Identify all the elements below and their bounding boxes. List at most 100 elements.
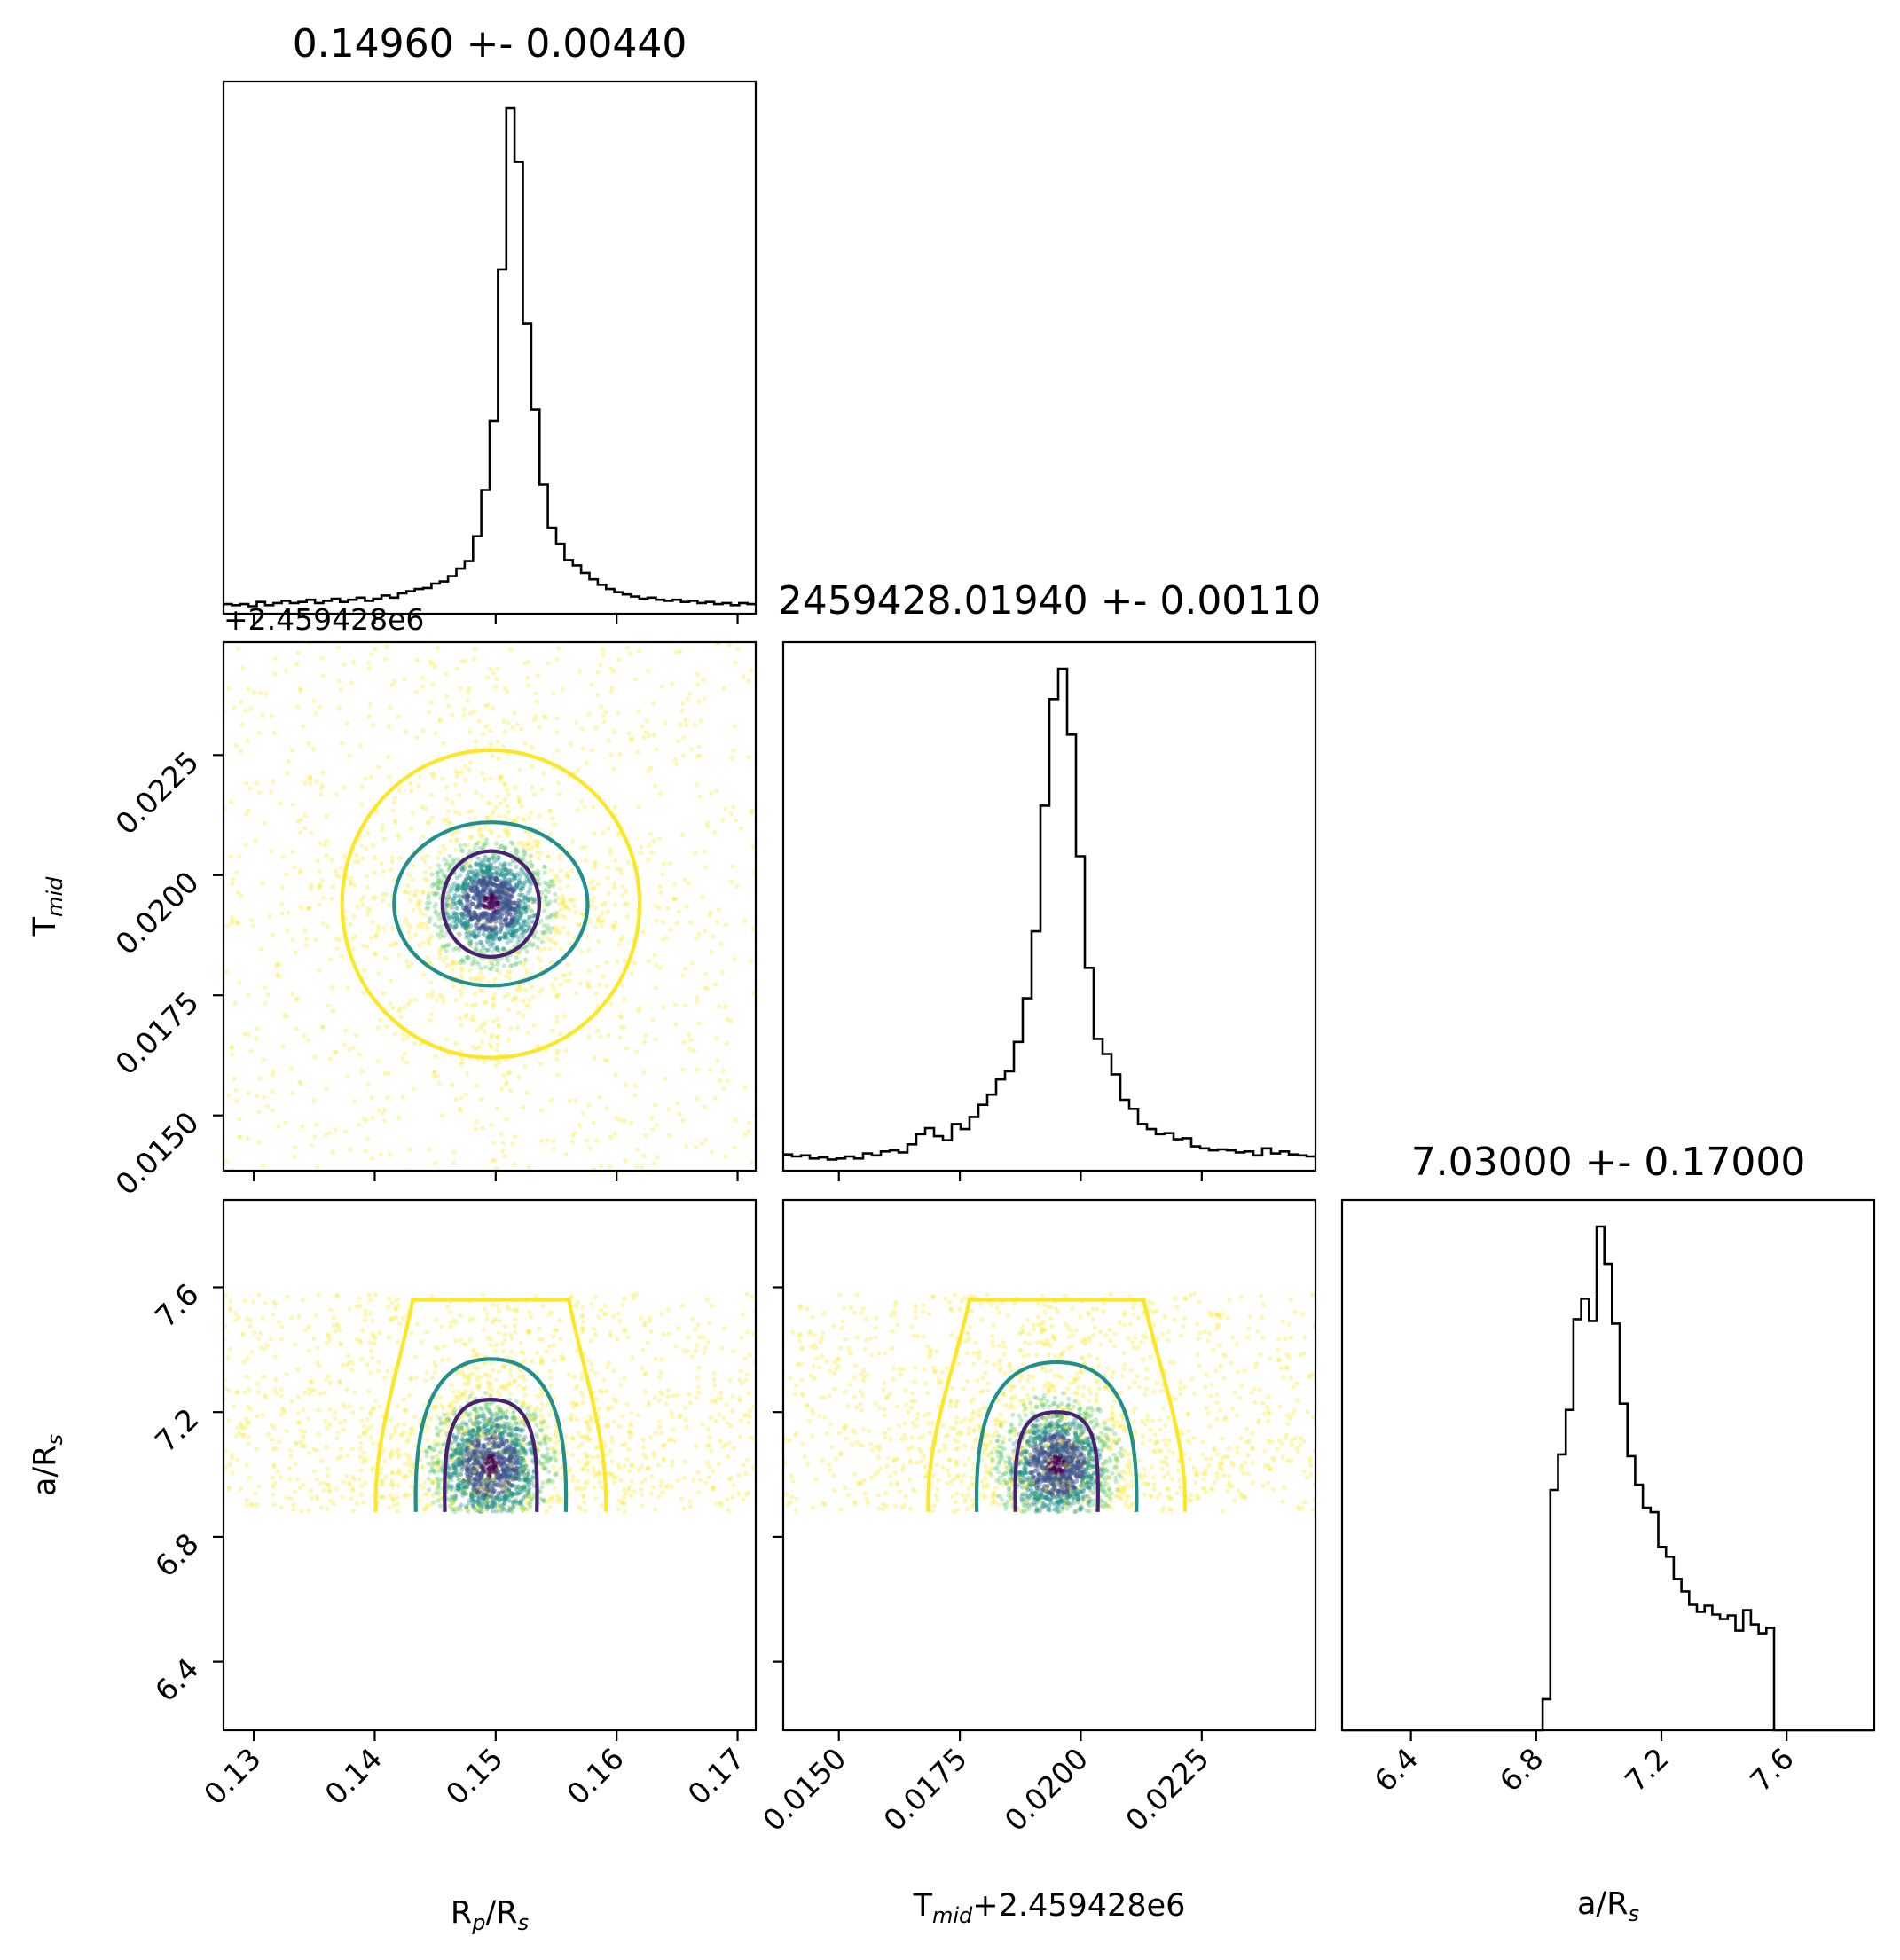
scatter-point	[402, 889, 407, 894]
scatter-point	[454, 920, 459, 925]
scatter-point	[459, 867, 466, 873]
scatter-point	[504, 1463, 509, 1469]
scatter-point	[452, 809, 459, 814]
scatter-point	[461, 960, 467, 965]
scatter-point	[280, 854, 286, 859]
scatter-point	[514, 934, 520, 939]
scatter-point	[646, 1399, 651, 1405]
scatter-point	[608, 666, 614, 671]
scatter-point	[711, 1376, 717, 1382]
scatter-point	[522, 929, 528, 934]
scatter-point	[445, 1411, 451, 1416]
scatter-point	[597, 1094, 602, 1100]
scatter-point	[448, 820, 453, 826]
scatter-point	[477, 877, 483, 883]
scatter-point	[521, 848, 526, 853]
scatter-point	[622, 1118, 628, 1124]
scatter-point	[454, 1435, 459, 1440]
scatter-point	[514, 864, 519, 870]
scatter-point	[505, 788, 510, 793]
scatter-point	[317, 869, 322, 874]
scatter-point	[382, 1459, 388, 1464]
scatter-point	[744, 1291, 750, 1297]
scatter-point	[342, 1418, 348, 1423]
offset-text-tmid-y: +2.459428e6	[224, 602, 424, 637]
scatter-point	[404, 1060, 410, 1065]
scatter-point	[510, 1415, 516, 1421]
scatter-point	[445, 1415, 451, 1422]
scatter-point	[307, 905, 312, 910]
scatter-point	[365, 830, 371, 835]
scatter-point	[625, 1335, 631, 1340]
scatter-point	[594, 1138, 600, 1143]
scatter-point	[536, 955, 541, 960]
y-tick-label: 0.0225	[108, 744, 205, 841]
scatter-point	[496, 846, 502, 851]
scatter-point	[452, 1407, 458, 1413]
scatter-point	[654, 918, 659, 923]
scatter-point	[541, 1431, 546, 1437]
scatter-point	[331, 1008, 336, 1014]
scatter-point	[357, 743, 363, 749]
scatter-point	[318, 1481, 323, 1486]
scatter-point	[465, 1446, 470, 1452]
scatter-point	[488, 1494, 494, 1499]
scatter-point	[463, 1421, 468, 1426]
scatter-point	[331, 1323, 336, 1329]
scatter-point	[747, 1120, 752, 1125]
scatter-point	[651, 1450, 656, 1455]
scatter-point	[451, 984, 457, 989]
scatter-point	[349, 1488, 355, 1494]
scatter-point	[429, 994, 435, 1000]
scatter-point	[715, 1058, 720, 1063]
scatter-point	[457, 893, 462, 899]
scatter-point	[520, 1486, 525, 1491]
frame-tmid-vs-rprs	[222, 640, 758, 1172]
scatter-point	[728, 1475, 734, 1480]
scatter-point	[542, 1499, 547, 1504]
scatter-point	[444, 905, 449, 910]
scatter-point	[641, 1153, 647, 1158]
scatter-point	[516, 908, 522, 913]
scatter-point	[746, 1391, 751, 1396]
scatter-point	[541, 1465, 546, 1470]
scatter-point	[622, 1376, 627, 1381]
scatter-point	[345, 1353, 350, 1359]
scatter-point	[466, 1378, 472, 1384]
scatter-point	[591, 1485, 597, 1490]
scatter-point	[590, 886, 595, 891]
scatter-point	[478, 987, 483, 992]
scatter-point	[453, 837, 459, 843]
scatter-point	[402, 1397, 407, 1403]
scatter-point	[334, 1321, 340, 1327]
scatter-point	[434, 1405, 439, 1410]
scatter-point	[526, 1487, 532, 1493]
scatter-point	[447, 942, 452, 948]
scatter-point	[457, 811, 462, 817]
scatter-point	[425, 1502, 430, 1508]
scatter-point	[727, 642, 733, 647]
scatter-point	[552, 1454, 557, 1460]
scatter-point	[396, 1447, 401, 1453]
scatter-point	[459, 770, 465, 775]
scatter-point	[453, 1041, 459, 1047]
scatter-point	[594, 1471, 601, 1477]
scatter-point	[432, 1439, 437, 1444]
scatter-point	[341, 1362, 346, 1368]
scatter-point	[451, 914, 456, 920]
scatter-point	[506, 912, 512, 917]
scatter-point	[391, 800, 396, 805]
scatter-point	[472, 1509, 477, 1514]
scatter-point	[466, 894, 471, 899]
scatter-point	[324, 838, 330, 843]
scatter-point	[470, 1371, 475, 1376]
scatter-point	[553, 931, 558, 937]
scatter-point	[499, 1461, 505, 1466]
scatter-point	[500, 1149, 506, 1154]
scatter-point	[245, 1136, 250, 1141]
scatter-point	[465, 1375, 470, 1380]
scatter-point	[483, 1401, 489, 1407]
scatter-point	[506, 1425, 512, 1431]
scatter-point	[623, 1157, 628, 1164]
scatter-point	[741, 674, 746, 679]
